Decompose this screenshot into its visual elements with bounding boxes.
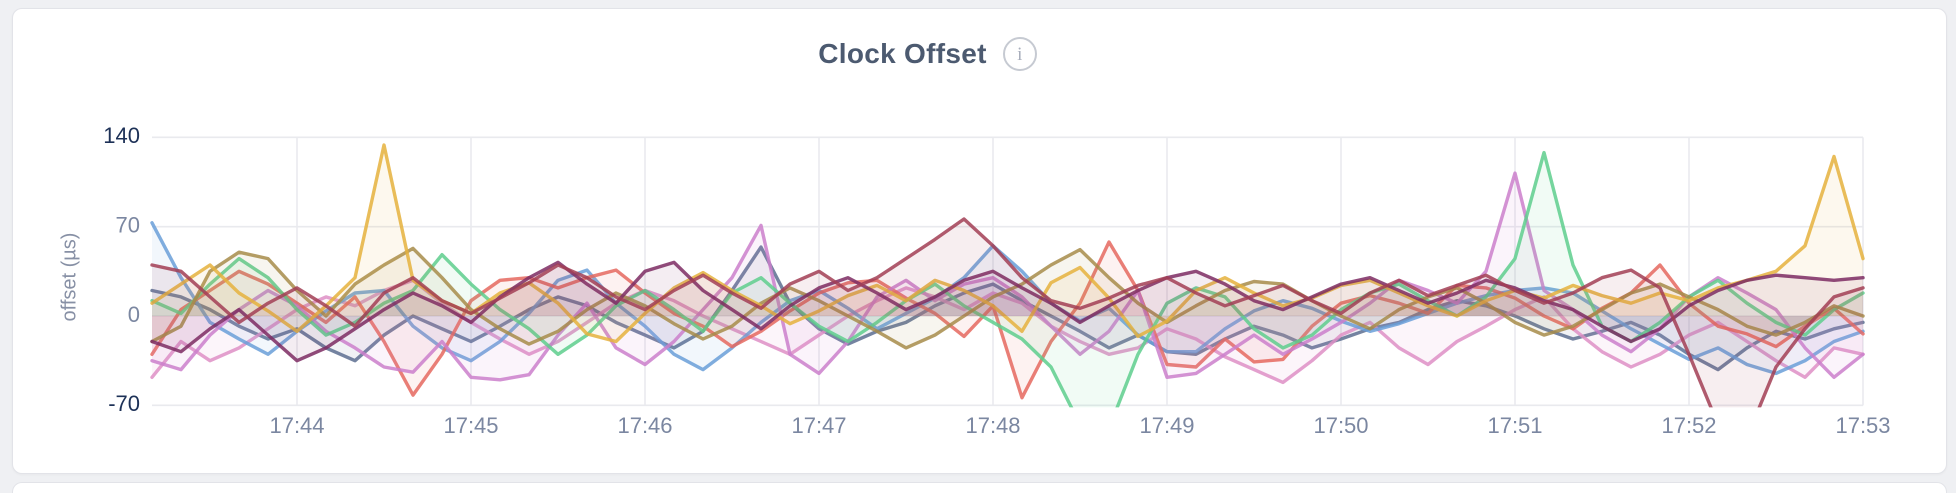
metric-card: Clock Offset i offset (µs) [12,8,1947,474]
chart-header: Clock Offset i [0,37,1894,71]
info-icon-glyph: i [1017,43,1023,65]
chart-title: Clock Offset [818,38,987,69]
next-card-top-edge [12,482,1947,493]
y-axis-title: offset (µs) [58,232,81,322]
info-icon[interactable]: i [1002,37,1037,71]
